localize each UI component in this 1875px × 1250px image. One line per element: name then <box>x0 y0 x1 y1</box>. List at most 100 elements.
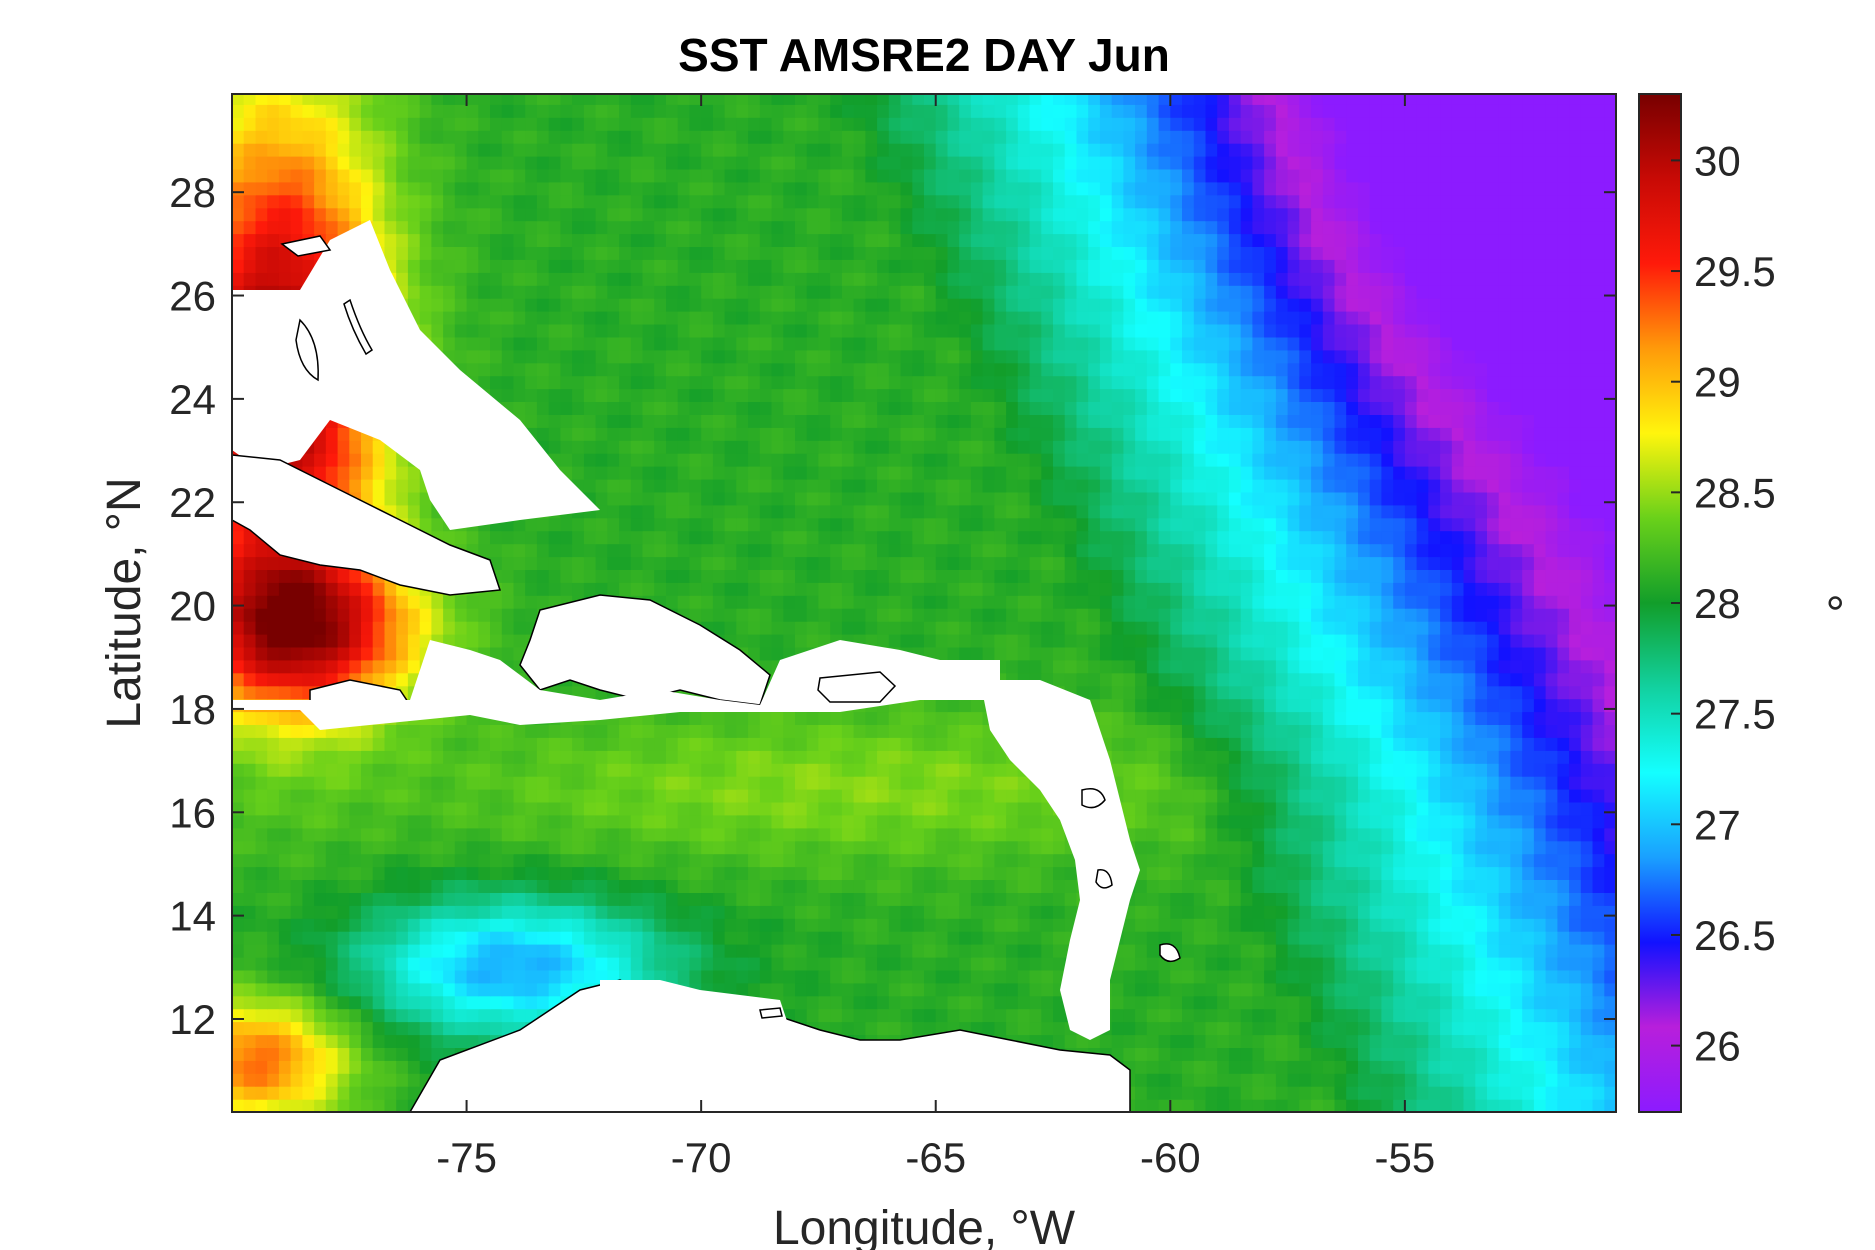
heatmap-cell <box>1416 672 1429 687</box>
heatmap-cell <box>384 1034 397 1048</box>
heatmap-cell <box>384 982 397 997</box>
heatmap-cell <box>677 763 690 777</box>
heatmap-cell <box>1041 853 1054 868</box>
heatmap-cell <box>396 853 409 868</box>
heatmap-cell <box>630 724 644 738</box>
heatmap-cell <box>1369 724 1382 738</box>
heatmap-cell <box>619 776 632 790</box>
heatmap-cell <box>243 672 256 687</box>
heatmap-cell <box>1264 957 1277 971</box>
heatmap-cell <box>877 750 890 764</box>
heatmap-cell <box>1533 995 1547 1010</box>
heatmap-cell <box>630 737 644 751</box>
heatmap-cell <box>1193 918 1207 932</box>
heatmap-cells <box>232 94 1616 1112</box>
heatmap-cell <box>1510 1099 1523 1112</box>
heatmap-cell <box>994 879 1007 893</box>
heatmap-cell <box>1252 646 1265 661</box>
heatmap-cell <box>1451 698 1465 713</box>
heatmap-cell <box>384 724 397 738</box>
heatmap-cell <box>337 659 350 674</box>
heatmap-cell <box>912 866 925 880</box>
heatmap-cell <box>1440 672 1453 687</box>
heatmap-cell <box>1498 814 1511 829</box>
heatmap-cell <box>255 1099 268 1112</box>
heatmap-cell <box>349 957 362 971</box>
heatmap-cell <box>337 1086 350 1100</box>
heatmap-cell <box>1322 724 1336 738</box>
heatmap-cell <box>1451 840 1465 855</box>
heatmap-cell <box>1076 634 1089 648</box>
heatmap-cell <box>1299 1021 1312 1036</box>
heatmap-cell <box>1463 582 1476 596</box>
heatmap-cell <box>1217 659 1230 674</box>
heatmap-cell <box>1240 634 1253 648</box>
heatmap-cell <box>759 982 773 997</box>
heatmap-cell <box>1146 582 1160 596</box>
heatmap-cell <box>1369 918 1382 932</box>
heatmap-cell <box>841 918 855 932</box>
heatmap-cell <box>888 621 902 635</box>
heatmap-cell <box>607 582 620 596</box>
heatmap-cell <box>959 711 972 725</box>
heatmap-cell <box>736 879 749 893</box>
heatmap-cell <box>1463 801 1476 816</box>
heatmap-cell <box>888 711 902 725</box>
heatmap-cell <box>1592 1021 1605 1036</box>
heatmap-cell <box>619 763 632 777</box>
heatmap-cell <box>290 918 303 932</box>
heatmap-cell <box>419 892 432 906</box>
heatmap-cell <box>396 866 409 880</box>
heatmap-cell <box>1358 685 1371 700</box>
heatmap-cell <box>888 995 902 1010</box>
heatmap-cell <box>642 750 655 764</box>
heatmap-cell <box>419 737 432 751</box>
heatmap-cell <box>724 827 737 842</box>
heatmap-cell <box>267 905 280 919</box>
heatmap-cell <box>255 1060 268 1074</box>
heatmap-cell <box>1428 1021 1441 1036</box>
heatmap-cell <box>290 1021 303 1036</box>
heatmap-cell <box>255 866 268 880</box>
heatmap-cell <box>1240 918 1253 932</box>
heatmap-cell <box>1487 879 1500 893</box>
heatmap-cell <box>1404 595 1418 609</box>
heatmap-cell <box>806 569 819 583</box>
heatmap-cell <box>689 737 702 751</box>
heatmap-cell <box>536 995 550 1010</box>
heatmap-cell <box>1393 763 1406 777</box>
heatmap-cell <box>560 853 573 868</box>
heatmap-cell <box>888 789 902 803</box>
heatmap-cell <box>877 931 890 945</box>
heatmap-cell <box>1158 1021 1171 1036</box>
heatmap-cell <box>748 879 761 893</box>
heatmap-cell <box>443 866 456 880</box>
heatmap-cell <box>1146 1008 1160 1023</box>
heatmap-cell <box>1158 789 1171 803</box>
heatmap-cell <box>982 595 995 609</box>
heatmap-cell <box>1322 672 1336 687</box>
heatmap-cell <box>349 969 362 984</box>
heatmap-cell <box>1275 582 1289 596</box>
heatmap-cell <box>1533 685 1547 700</box>
heatmap-cell <box>1569 608 1582 622</box>
heatmap-cell <box>795 711 808 725</box>
heatmap-cell <box>1428 892 1441 906</box>
heatmap-cell <box>724 982 737 997</box>
heatmap-cell <box>935 582 948 596</box>
heatmap-cell <box>384 814 397 829</box>
heatmap-cell <box>970 995 984 1010</box>
heatmap-cell <box>1498 737 1511 751</box>
heatmap-cell <box>1604 1008 1616 1023</box>
heatmap-cell <box>1463 1021 1476 1036</box>
heatmap-cell <box>1322 995 1336 1010</box>
heatmap-cell <box>1135 569 1148 583</box>
heatmap-cell <box>888 1021 902 1036</box>
heatmap-cell <box>1416 608 1429 622</box>
heatmap-cell <box>1404 982 1418 997</box>
heatmap-cell <box>1311 982 1324 997</box>
heatmap-cell <box>1264 1086 1277 1100</box>
heatmap-cell <box>501 814 515 829</box>
heatmap-cell <box>1346 957 1359 971</box>
heatmap-cell <box>959 995 972 1010</box>
